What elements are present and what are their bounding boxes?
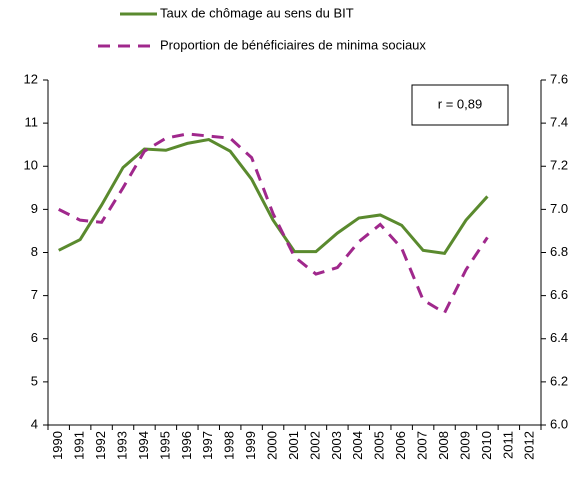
y-tick-label: 5 — [31, 373, 38, 388]
x-tick-label: 1992 — [93, 431, 108, 460]
x-tick-label: 1995 — [157, 431, 172, 460]
x-tick-label: 2000 — [265, 431, 280, 460]
y-tick-label: 9 — [31, 201, 38, 216]
y2-tick-label: 6.6 — [550, 287, 568, 302]
y2-tick-label: 7.4 — [550, 115, 568, 130]
x-tick-label: 1990 — [50, 431, 65, 460]
y-tick-label: 6 — [31, 330, 38, 345]
x-tick-label: 2002 — [307, 431, 322, 460]
y-tick-label: 8 — [31, 244, 38, 259]
x-tick-label: 1998 — [222, 431, 237, 460]
series-line — [58, 137, 489, 255]
y-tick-label: 11 — [25, 115, 39, 130]
y-tick-label: 10 — [24, 158, 38, 173]
x-tick-label: 1999 — [243, 431, 258, 460]
legend-label: Taux de chômage au sens du BIT — [160, 5, 354, 20]
y2-tick-label: 6.4 — [550, 330, 568, 345]
legend-label: Proportion de bénéficiaires de minima so… — [160, 37, 426, 52]
x-tick-label: 2010 — [479, 431, 494, 460]
annotation: r = 0,89 — [438, 96, 482, 111]
x-tick-label: 2003 — [329, 431, 344, 460]
x-tick-label: 2004 — [350, 431, 365, 460]
x-tick-label: 2012 — [522, 431, 537, 460]
y2-tick-label: 7.2 — [550, 158, 568, 173]
x-tick-label: 2006 — [393, 431, 408, 460]
y2-tick-label: 6.2 — [550, 373, 568, 388]
series-line — [58, 132, 489, 316]
x-tick-label: 2007 — [415, 431, 430, 460]
y-tick-label: 7 — [31, 287, 38, 302]
x-tick-label: 2009 — [457, 431, 472, 460]
x-tick-label: 1993 — [114, 431, 129, 460]
x-tick-label: 1991 — [72, 431, 87, 460]
annotation-box — [411, 84, 509, 126]
y-tick-label: 12 — [24, 71, 38, 86]
x-tick-label: 1996 — [179, 431, 194, 460]
x-tick-label: 2011 — [500, 431, 515, 459]
x-tick-label: 1994 — [136, 431, 151, 460]
x-tick-label: 1997 — [200, 431, 215, 460]
y2-tick-label: 6.0 — [550, 416, 568, 431]
x-tick-label: 2005 — [372, 431, 387, 460]
y2-tick-label: 7.0 — [550, 201, 568, 216]
y2-tick-label: 7.6 — [550, 71, 568, 86]
y2-tick-label: 6.8 — [550, 244, 568, 259]
y-tick-label: 4 — [31, 416, 38, 431]
x-tick-label: 2001 — [286, 431, 301, 460]
x-tick-label: 2008 — [436, 431, 451, 460]
